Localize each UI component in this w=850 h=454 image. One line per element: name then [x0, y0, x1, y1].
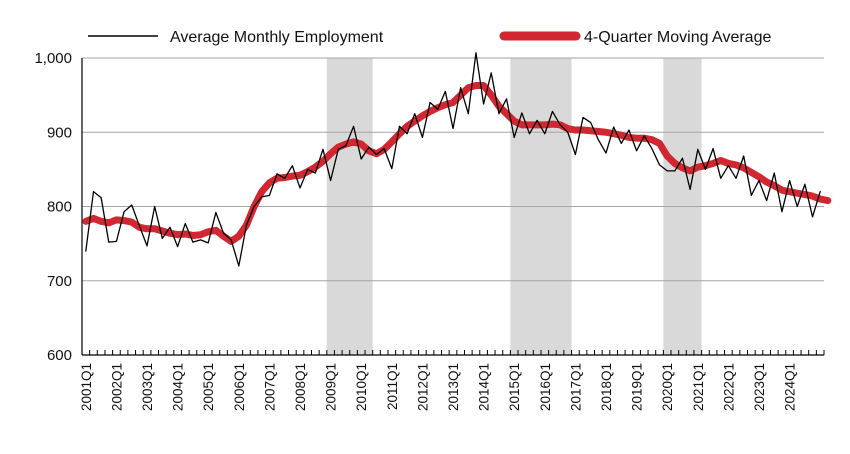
x-tick-label: 2024Q1: [783, 363, 798, 411]
x-tick-label: 2001Q1: [79, 363, 94, 411]
gridlines: [82, 57, 824, 282]
x-tick-label: 2022Q1: [721, 363, 736, 411]
x-tick-label: 2009Q1: [324, 363, 339, 411]
series-lines: [82, 52, 832, 267]
legend-label-average-monthly-employment: Average Monthly Employment: [170, 29, 384, 46]
y-tick-label: 900: [47, 124, 72, 141]
y-tick-label: 600: [47, 347, 72, 364]
y-tick-label: 1,000: [34, 50, 72, 67]
x-tick-label: 2015Q1: [507, 363, 522, 411]
x-tick-label: 2023Q1: [752, 363, 767, 411]
x-tick-label: 2016Q1: [538, 363, 553, 411]
x-tick-label: 2002Q1: [109, 363, 124, 411]
axes: 600 700 800 900 1,000 2001Q1 2002Q1 2003Q1 2004Q…: [34, 50, 825, 411]
x-tick-label: 2019Q1: [630, 363, 645, 411]
x-tick-label: 2008Q1: [293, 363, 308, 411]
x-tick-label: 2006Q1: [232, 363, 247, 411]
y-tick-label: 800: [47, 199, 72, 216]
x-tick-label: 2018Q1: [599, 363, 614, 411]
x-tick-label: 2017Q1: [568, 363, 583, 411]
legend: Average Monthly Employment 4-Quarter Mov…: [88, 29, 771, 46]
x-tick-label: 2007Q1: [262, 363, 277, 411]
x-tick-label: 2013Q1: [446, 363, 461, 411]
series-line-average-monthly-employment: [85, 52, 821, 267]
x-tick-label: 2020Q1: [660, 363, 675, 411]
x-tick-label: 2011Q1: [385, 363, 400, 410]
x-tick-label: 2014Q1: [477, 363, 492, 411]
legend-label-4-quarter-moving-average: 4-Quarter Moving Average: [584, 29, 771, 46]
x-tick-label: 2004Q1: [171, 363, 186, 411]
x-tick-label: 2003Q1: [140, 363, 155, 411]
x-tick-label: 2012Q1: [415, 363, 430, 411]
x-tick-label: 2010Q1: [354, 363, 369, 411]
y-tick-label: 700: [47, 273, 72, 290]
x-tick-label: 2021Q1: [691, 363, 706, 411]
x-tick-label: 2005Q1: [201, 363, 216, 411]
